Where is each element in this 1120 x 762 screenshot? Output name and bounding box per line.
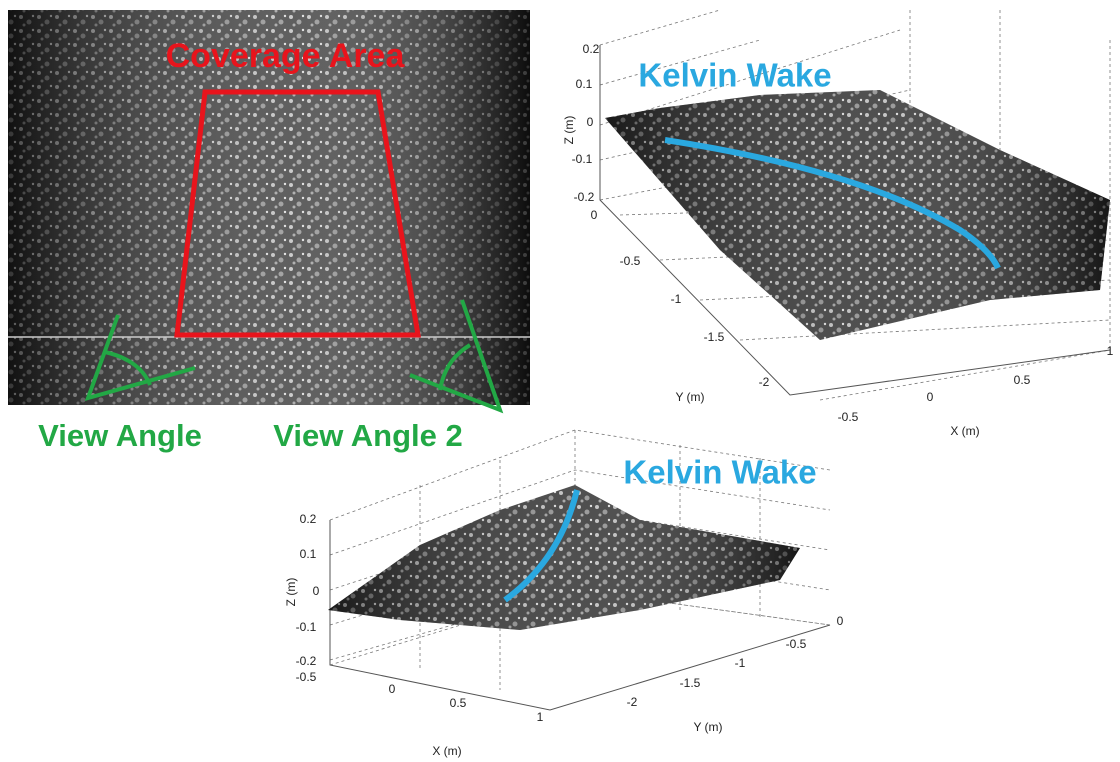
view-angle-2-label: View Angle 2 [273, 418, 463, 453]
surface-shade [328, 485, 800, 630]
z-tick-label: -0.1 [572, 152, 593, 166]
coverage-area [174, 89, 421, 338]
z-tick-label: 0.2 [583, 42, 600, 56]
tick-labels: 0.2 0.1 0 -0.1 -0.2 0 -0.5 -1 -1.5 -2 -0.5 0 0.5 1 [572, 42, 1114, 424]
z-tick-label: 0.1 [576, 77, 593, 91]
x-axis-label: X (m) [432, 744, 461, 758]
view-angle-1-label: View Angle [38, 418, 202, 453]
x-axis-label: X (m) [950, 424, 979, 438]
y-axis-label: Y (m) [675, 390, 704, 404]
y-tick-label: 0 [591, 208, 598, 222]
x-tick-label: 0.5 [450, 696, 467, 710]
y-tick-label: -0.5 [786, 637, 807, 651]
y-tick-label: -1.5 [704, 330, 725, 344]
tick-labels: 0.2 0.1 0 -0.1 -0.2 -2 -1.5 -1 -0.5 0 -0.5 0 0.5 1 [296, 512, 844, 724]
photo-shade [8, 10, 530, 405]
x-tick-label: -0.5 [838, 410, 859, 424]
z-tick-label: 0.2 [300, 512, 317, 526]
z-tick-label: -0.1 [296, 620, 317, 634]
z-tick-label: 0 [313, 584, 320, 598]
wake-curve [503, 489, 580, 603]
y-tick-label: -1 [735, 656, 746, 670]
y-tick-label: -2 [759, 375, 770, 389]
z-tick-label: -0.2 [574, 190, 595, 204]
axes-box [329, 520, 831, 711]
x-tick-label: 1 [537, 710, 544, 724]
z-axis-label: Z (m) [562, 116, 576, 145]
z-tick-label: -0.2 [296, 654, 317, 668]
x-tick-label: 0.5 [1014, 373, 1031, 387]
axes-box [599, 45, 1111, 396]
y-tick-label: 0 [837, 614, 844, 628]
wake-curve [664, 137, 1001, 270]
z-axis-label: Z (m) [284, 578, 298, 607]
plot-top: Kelvin Wake Z (m) Y (m) X (m) 0.2 0.1 0 -0.… [562, 9, 1114, 438]
photo-panel: Coverage Area View Angle View Angle 2 [8, 10, 530, 453]
x-tick-label: -0.5 [296, 670, 317, 684]
z-tick-label: 0 [587, 115, 594, 129]
z-tick-label: 0.1 [300, 547, 317, 561]
wake-label: Kelvin Wake [638, 57, 831, 94]
coverage-label: Coverage Area [166, 37, 406, 75]
view-angle-1-mark [84, 314, 196, 401]
y-tick-label: -2 [627, 695, 638, 709]
plot-bottom: Kelvin Wake Z (m) Y (m) X (m) 0.2 0.1 0 -0.… [284, 429, 844, 758]
view-angle-2-mark [409, 299, 504, 414]
x-tick-label: 1 [1107, 344, 1114, 358]
y-axis-label: Y (m) [693, 720, 722, 734]
y-tick-label: -1.5 [680, 676, 701, 690]
y-tick-label: -1 [671, 292, 682, 306]
x-tick-label: 0 [389, 682, 396, 696]
x-tick-label: 0 [927, 390, 934, 404]
wake-label: Kelvin Wake [623, 454, 816, 491]
y-tick-label: -0.5 [620, 254, 641, 268]
